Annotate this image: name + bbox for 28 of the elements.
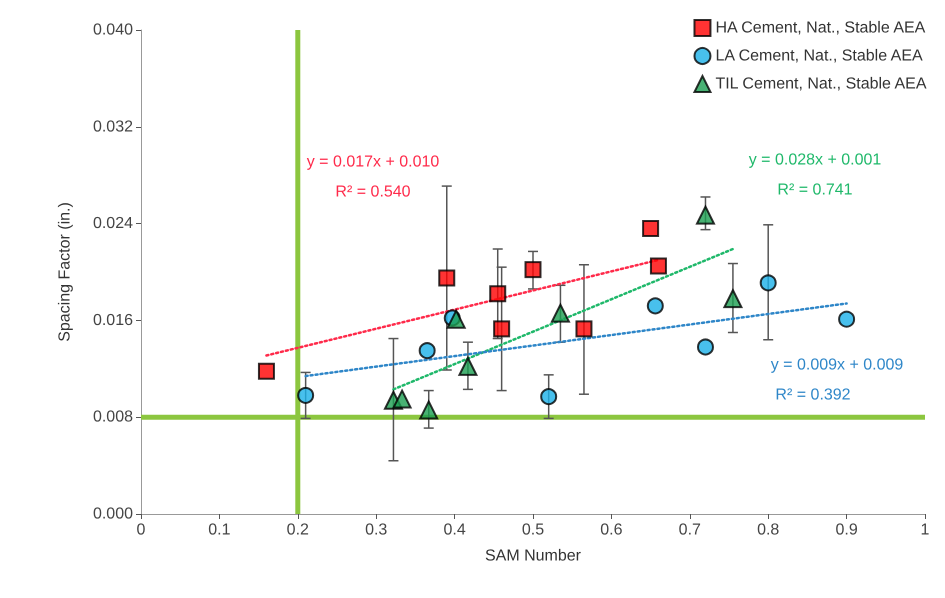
y-tick-label: 0.000 <box>92 506 134 522</box>
y-axis-title: Spacing Factor (in.) <box>56 202 74 342</box>
x-tick-label: 0.7 <box>678 522 702 538</box>
annotation: y = 0.028x + 0.001 <box>748 152 882 168</box>
x-tick-label: 0.3 <box>365 522 388 538</box>
y-tick-label: 0.032 <box>92 118 134 136</box>
legend-label: TIL Cement, Nat., Stable AEA <box>715 76 927 92</box>
annotation: R² = 0.540 <box>335 184 411 200</box>
annotation: R² = 0.741 <box>777 182 853 198</box>
annotation: y = 0.009x + 0.009 <box>770 356 904 374</box>
x-axis-title: SAM Number <box>484 548 582 564</box>
y-tick-label: 0.040 <box>92 22 134 38</box>
annotation: R² = 0.392 <box>775 386 851 404</box>
x-tick-label: 0.8 <box>757 522 780 538</box>
x-tick-label: 0.1 <box>208 522 231 538</box>
x-tick-label: 0.2 <box>286 522 310 538</box>
x-tick-label: 1 <box>920 522 930 538</box>
annotation: y = 0.017x + 0.010 <box>306 154 440 170</box>
x-tick-label: 0.5 <box>522 522 544 538</box>
x-tick-label: 0.6 <box>600 522 623 538</box>
legend-label: HA Cement, Nat., Stable AEA <box>715 20 926 36</box>
x-tick-label: 0.9 <box>835 522 858 538</box>
x-tick-label: 0.4 <box>443 522 466 538</box>
legend-label: LA Cement, Nat., Stable AEA <box>715 48 924 64</box>
x-tick-label: 0 <box>136 522 146 538</box>
y-tick-label: 0.024 <box>92 215 134 232</box>
y-tick-label: 0.008 <box>92 408 134 426</box>
y-tick-label: 0.016 <box>92 312 134 329</box>
